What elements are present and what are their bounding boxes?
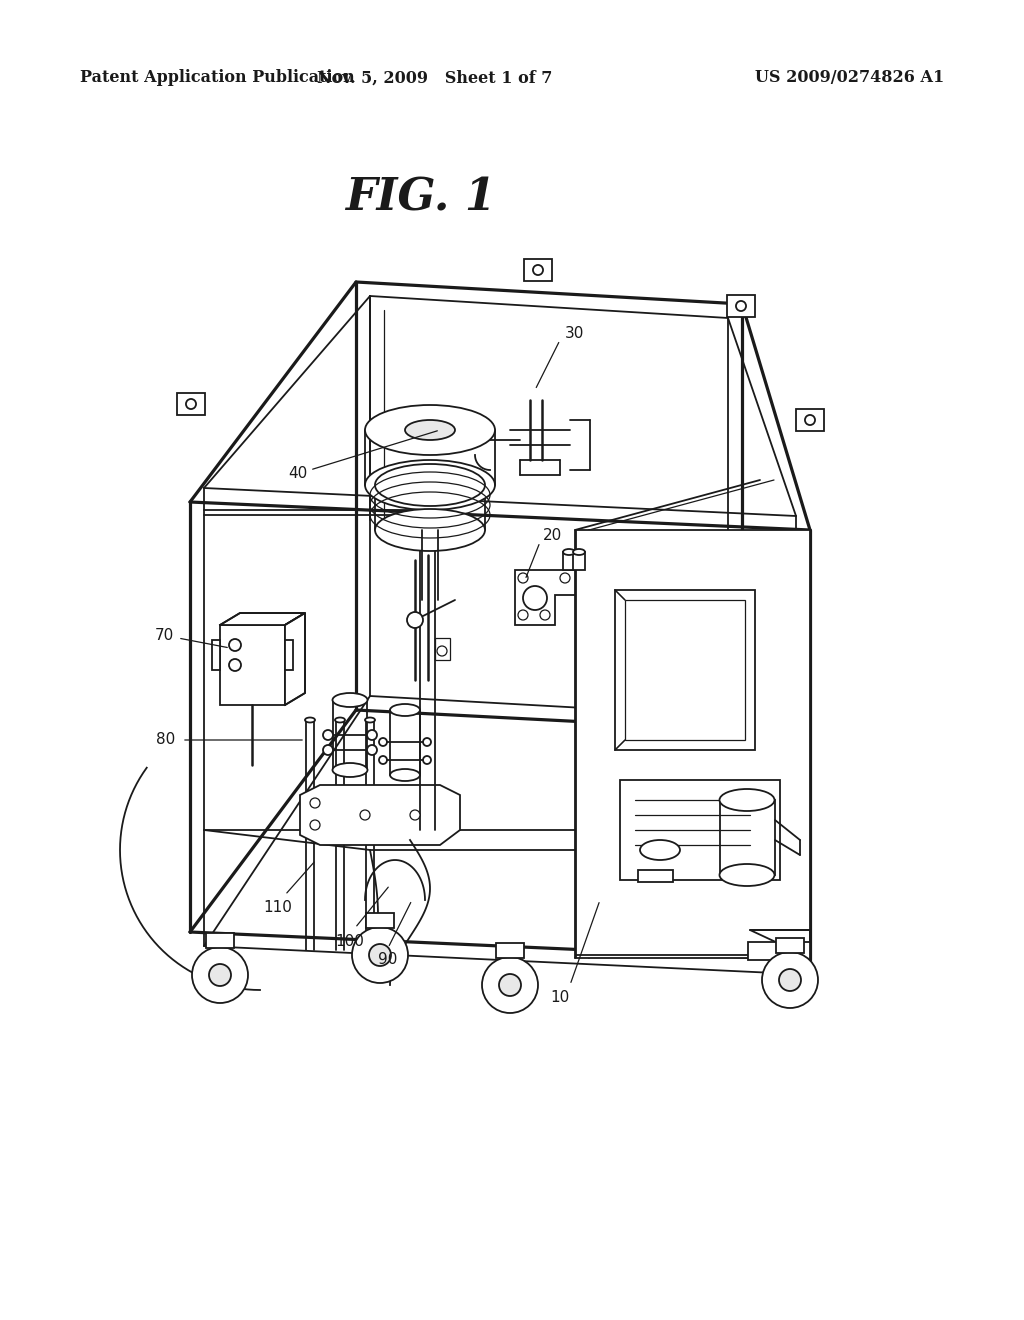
Ellipse shape: [305, 718, 315, 722]
Circle shape: [360, 810, 370, 820]
Circle shape: [229, 639, 241, 651]
Circle shape: [423, 756, 431, 764]
Circle shape: [523, 586, 547, 610]
Text: 110: 110: [263, 900, 293, 916]
Text: Patent Application Publication: Patent Application Publication: [80, 70, 354, 87]
Ellipse shape: [573, 549, 585, 554]
Bar: [563, 552, 575, 570]
Circle shape: [518, 610, 528, 620]
Ellipse shape: [365, 459, 495, 510]
Bar: [720, 800, 775, 875]
Text: Nov. 5, 2009   Sheet 1 of 7: Nov. 5, 2009 Sheet 1 of 7: [317, 70, 553, 87]
Ellipse shape: [563, 549, 575, 554]
Ellipse shape: [365, 718, 375, 722]
Circle shape: [805, 414, 815, 425]
Polygon shape: [285, 612, 305, 705]
Circle shape: [310, 799, 319, 808]
Text: 90: 90: [378, 953, 397, 968]
Circle shape: [423, 738, 431, 746]
Circle shape: [209, 964, 231, 986]
Ellipse shape: [720, 789, 774, 810]
Ellipse shape: [390, 770, 420, 781]
Ellipse shape: [333, 763, 368, 777]
Circle shape: [323, 730, 333, 741]
Ellipse shape: [365, 405, 495, 455]
Ellipse shape: [720, 865, 774, 886]
Polygon shape: [524, 259, 552, 281]
Ellipse shape: [375, 465, 485, 506]
Circle shape: [323, 744, 333, 755]
Bar: [285, 640, 293, 671]
Text: 70: 70: [155, 628, 174, 644]
Text: FIG. 1: FIG. 1: [344, 177, 496, 219]
Bar: [573, 552, 585, 570]
Bar: [615, 590, 755, 750]
Ellipse shape: [406, 420, 455, 440]
Circle shape: [560, 573, 570, 583]
Text: 80: 80: [157, 733, 176, 747]
Circle shape: [499, 974, 521, 997]
Text: US 2009/0274826 A1: US 2009/0274826 A1: [756, 70, 944, 87]
Circle shape: [229, 659, 241, 671]
Text: 10: 10: [550, 990, 569, 1006]
Text: 40: 40: [289, 466, 307, 480]
Bar: [748, 942, 810, 960]
Bar: [206, 933, 234, 948]
Ellipse shape: [640, 840, 680, 861]
Text: 20: 20: [544, 528, 562, 544]
Text: 30: 30: [564, 326, 584, 342]
Ellipse shape: [333, 693, 368, 708]
Ellipse shape: [375, 510, 485, 550]
Circle shape: [310, 820, 319, 830]
Circle shape: [367, 730, 377, 741]
Bar: [638, 870, 673, 882]
Polygon shape: [177, 393, 205, 416]
Text: 100: 100: [336, 935, 365, 949]
Circle shape: [762, 952, 818, 1008]
Circle shape: [367, 744, 377, 755]
Circle shape: [369, 944, 391, 966]
Polygon shape: [515, 570, 575, 624]
Polygon shape: [575, 531, 810, 958]
Circle shape: [193, 946, 248, 1003]
Polygon shape: [300, 785, 460, 845]
Circle shape: [407, 612, 423, 628]
Ellipse shape: [390, 704, 420, 715]
Bar: [220, 624, 285, 705]
Bar: [212, 640, 220, 671]
Bar: [620, 780, 780, 880]
Circle shape: [736, 301, 746, 312]
Circle shape: [379, 756, 387, 764]
Polygon shape: [796, 409, 824, 432]
Circle shape: [482, 957, 538, 1012]
Bar: [366, 913, 394, 928]
Circle shape: [532, 265, 543, 275]
Circle shape: [779, 969, 801, 991]
Circle shape: [410, 810, 420, 820]
Circle shape: [379, 738, 387, 746]
Circle shape: [352, 927, 408, 983]
Bar: [435, 638, 450, 660]
Polygon shape: [727, 294, 755, 317]
Polygon shape: [220, 612, 305, 624]
Bar: [496, 942, 524, 958]
Circle shape: [437, 645, 447, 656]
Circle shape: [540, 610, 550, 620]
Circle shape: [186, 399, 196, 409]
Bar: [776, 939, 804, 953]
Bar: [625, 601, 745, 741]
Circle shape: [518, 573, 528, 583]
Ellipse shape: [335, 718, 345, 722]
